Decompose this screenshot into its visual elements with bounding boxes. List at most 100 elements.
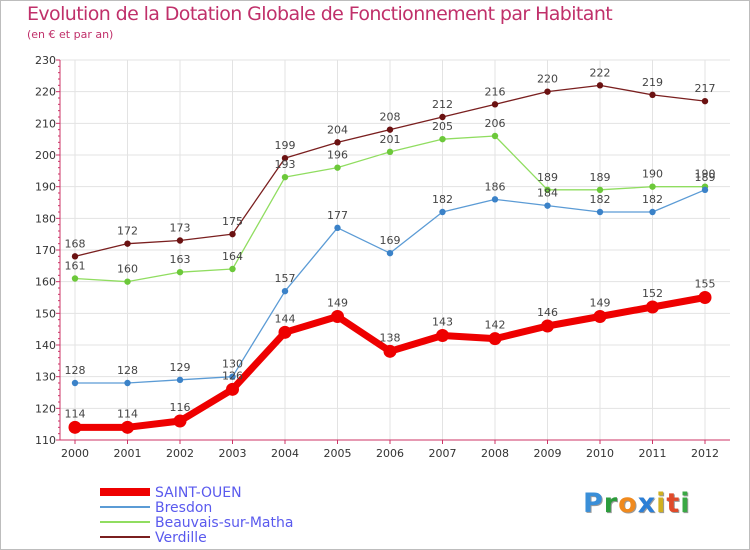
x-tick-label: 2003 [219, 447, 247, 460]
data-label-bresdon: 177 [327, 209, 348, 222]
data-point-saint-ouen [541, 319, 554, 333]
data-point-verdille [176, 237, 184, 244]
data-label-bresdon: 186 [485, 180, 506, 193]
data-point-verdille [334, 139, 341, 146]
data-point-saint-ouen [383, 344, 397, 358]
data-label-verdille: 212 [432, 98, 453, 111]
legend: SAINT-OUENBresdonBeauvais-sur-MathaVerdi… [100, 485, 293, 546]
data-point-saint-ouen [173, 414, 187, 428]
data-label-verdille: 217 [695, 82, 716, 95]
x-tick-label: 2011 [639, 447, 667, 460]
grid [60, 59, 730, 440]
data-label-verdille: 222 [590, 66, 611, 79]
data-label-bresdon: 128 [117, 364, 138, 377]
x-tick-label: 2008 [481, 447, 509, 460]
data-point-verdille [596, 82, 604, 89]
legend-label-beauvais-sur-matha: Beauvais-sur-Matha [155, 515, 293, 531]
data-label-beauvais-sur-matha: 164 [222, 250, 243, 263]
y-tick-label: 120 [35, 402, 56, 415]
data-label-bresdon: 182 [432, 193, 453, 206]
y-tick-label: 230 [35, 54, 56, 67]
data-point-beauvais-sur-matha [386, 148, 394, 156]
x-tick-label: 2006 [376, 447, 404, 460]
data-point-bresdon [439, 208, 446, 216]
y-tick-label: 190 [35, 181, 56, 194]
data-point-verdille [439, 113, 446, 121]
data-label-verdille: 199 [275, 139, 296, 152]
logo-letter: i [656, 488, 667, 519]
data-label-saint-ouen: 142 [485, 319, 506, 332]
legend-label-bresdon: Bresdon [155, 500, 212, 516]
y-tick-label: 140 [35, 339, 56, 352]
chart-title: Evolution de la Dotation Globale de Fonc… [27, 3, 613, 25]
data-label-saint-ouen: 126 [222, 369, 243, 382]
x-tick-label: 2000 [61, 447, 89, 460]
data-label-saint-ouen: 144 [275, 312, 296, 325]
data-label-beauvais-sur-matha: 189 [590, 171, 611, 184]
y-tick-label: 150 [35, 307, 56, 320]
data-point-saint-ouen [593, 310, 607, 323]
y-tick-label: 110 [35, 434, 56, 447]
data-label-saint-ouen: 152 [642, 287, 663, 300]
data-point-beauvais-sur-matha [281, 173, 289, 181]
y-tick-label: 170 [35, 244, 56, 257]
x-tick-label: 2007 [429, 447, 457, 460]
data-label-verdille: 175 [222, 215, 243, 228]
data-point-bresdon [229, 373, 236, 380]
logo-letter: t [666, 488, 681, 519]
data-label-verdille: 208 [380, 111, 401, 124]
data-label-beauvais-sur-matha: 201 [380, 133, 401, 146]
data-label-beauvais-sur-matha: 196 [327, 149, 348, 162]
logo-letter: P [583, 488, 604, 519]
data-point-saint-ouen [488, 332, 502, 346]
legend-label-saint-ouen: SAINT-OUEN [155, 485, 242, 501]
data-label-saint-ouen: 155 [695, 278, 716, 291]
data-label-beauvais-sur-matha: 206 [485, 117, 506, 130]
data-label-beauvais-sur-matha: 193 [275, 158, 296, 171]
y-tick-label: 200 [35, 149, 56, 162]
data-point-saint-ouen [698, 291, 712, 304]
data-point-bresdon [71, 379, 79, 387]
legend-label-verdille: Verdille [155, 530, 207, 546]
data-point-beauvais-sur-matha [649, 183, 656, 190]
y-tick-label: 180 [35, 212, 56, 225]
data-label-bresdon: 169 [380, 234, 401, 247]
data-point-bresdon [596, 208, 604, 216]
data-point-verdille [649, 91, 656, 99]
data-label-beauvais-sur-matha: 163 [170, 253, 191, 266]
data-label-beauvais-sur-matha: 161 [65, 260, 86, 273]
data-point-beauvais-sur-matha [176, 268, 184, 276]
series [68, 82, 712, 434]
data-point-verdille [281, 154, 289, 162]
axes: 110 120 130 140 150 160 170 180 190 200 210 220 230 2… [35, 54, 730, 460]
data-point-beauvais-sur-matha [334, 164, 341, 171]
data-label-verdille: 220 [537, 73, 558, 86]
data-label-verdille: 168 [65, 237, 86, 250]
data-labels: 168 172 173 175 199 204 208 212 216 220 222 219 217 1… [65, 66, 716, 420]
data-point-verdille [229, 230, 236, 238]
data-label-bresdon: 130 [222, 358, 243, 371]
data-label-verdille: 172 [117, 225, 138, 238]
data-point-verdille [386, 126, 394, 133]
data-point-beauvais-sur-matha [439, 135, 446, 143]
data-point-bresdon [124, 379, 131, 387]
logo-letter: i [680, 488, 691, 519]
x-tick-label: 2010 [586, 447, 614, 460]
data-label-saint-ouen: 116 [170, 401, 191, 414]
y-tick-label: 130 [35, 371, 56, 384]
data-point-bresdon [491, 196, 499, 203]
data-point-saint-ouen [646, 300, 659, 314]
data-point-saint-ouen [436, 329, 449, 342]
data-point-beauvais-sur-matha [124, 278, 131, 285]
data-point-verdille [71, 253, 79, 260]
data-label-verdille: 204 [327, 123, 348, 136]
data-point-bresdon [334, 224, 341, 232]
data-label-beauvais-sur-matha: 160 [117, 263, 138, 276]
x-tick-label: 2004 [271, 447, 299, 460]
data-point-bresdon [386, 249, 394, 257]
data-label-verdille: 219 [642, 76, 663, 89]
data-point-beauvais-sur-matha [491, 132, 499, 140]
y-tick-label: 220 [35, 86, 56, 99]
data-label-saint-ouen: 138 [380, 331, 401, 344]
